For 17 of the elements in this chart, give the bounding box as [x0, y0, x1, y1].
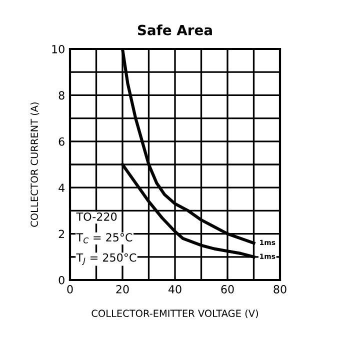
y-tick-label: 4 [58, 184, 65, 192]
x-tick-label: 80 [274, 285, 286, 294]
y-axis-title: COLLECTOR CURRENT (A) [30, 102, 40, 227]
x-tick-label: 20 [116, 285, 129, 294]
annotation: TO-220 [76, 212, 117, 221]
x-tick-label: 0 [67, 285, 73, 294]
annotation: T$_{J}$ = 250°C [76, 253, 136, 265]
y-tick-label: 10 [52, 44, 64, 54]
x-tick-label: 60 [221, 285, 234, 294]
y-tick-label: 8 [58, 91, 64, 100]
chart-title: Safe Area [138, 24, 212, 36]
y-tick-label: 2 [58, 230, 64, 238]
x-tick-label: 40 [168, 285, 182, 294]
x-axis-title: COLLECTOR-EMITTER VOLTAGE (V) [92, 310, 258, 318]
annotation: T$_{C}$ = 25°C [76, 233, 132, 244]
y-tick-label: 0 [58, 276, 64, 284]
y-tick-label: 6 [58, 137, 64, 146]
